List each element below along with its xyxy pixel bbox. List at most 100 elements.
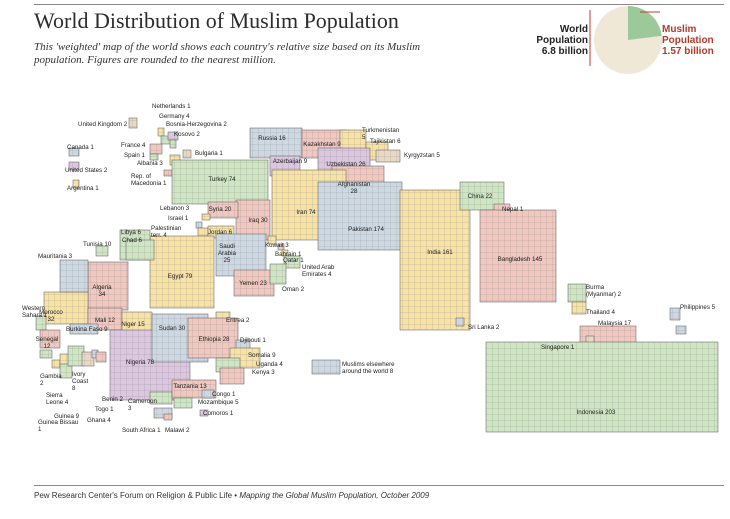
label-united-states-2: United States 2 (65, 167, 108, 174)
label-tunisia-10: Tunisia 10 (83, 241, 112, 248)
region-united-states-2 (68, 161, 80, 171)
pie-muslim-slice (628, 6, 662, 40)
region-grid-gambia-2 (40, 350, 52, 358)
region-grid-nepal-1 (494, 204, 510, 214)
region-netherlands-1 (157, 127, 165, 137)
top-rule (34, 4, 724, 5)
region-grid-bulgaria-1 (183, 150, 191, 158)
label-somalia-9: Somalia 9 (248, 352, 276, 359)
label-comoros-1: Comoros 1 (203, 410, 234, 417)
subtitle: This 'weighted' map of the world shows e… (34, 41, 421, 66)
bottom-rule (34, 485, 724, 486)
region-grid-guinea-9 (60, 354, 70, 366)
region-congo-1 (201, 389, 215, 399)
region-burma-myanmar-2 (567, 283, 587, 303)
label-ethiopia-28: Ethiopia 28 (199, 336, 231, 343)
region-grid-turkey-74 (172, 160, 268, 204)
region-guinea-bissau-1 (51, 359, 61, 369)
label-tanzania-13: Tanzania 13 (173, 383, 207, 390)
region-grid-rep-of-macedonia-1 (164, 170, 172, 176)
label-muslims-elsewhere-around-the-world-8: Muslims elsewhere around the world 8 (342, 361, 395, 375)
label-china-22: China 22 (468, 193, 493, 200)
label-iran-74: Iran 74 (296, 209, 316, 216)
region-gambia-2 (39, 349, 53, 359)
region-cameroon-3 (149, 391, 173, 405)
label-turkmenistan-5: Turkmenistan 5 (362, 127, 400, 141)
label-algeria-34: Algeria 34 (92, 284, 112, 298)
region-bangladesh-145 (479, 209, 557, 303)
region-grid-egypt-79 (150, 236, 214, 308)
region-grid-qatar-1 (282, 250, 288, 256)
region-israel-1 (195, 221, 203, 229)
region-tunisia-10 (95, 245, 109, 257)
region-grid-benin-2 (96, 352, 106, 362)
label-saudi-arabia-25: Saudi Arabia 25 (218, 243, 236, 264)
label-uganda-4: Uganda 4 (256, 361, 283, 368)
label-western-sahara-1: Western Sahara 1 (22, 305, 48, 319)
label-uzbekistan-26: Uzbekistan 26 (326, 161, 366, 168)
label-yemen-23: Yemen 23 (239, 280, 267, 287)
region-grid-congo-1 (202, 390, 214, 398)
label-albania-3: Albania 3 (137, 160, 163, 167)
region-grid-bangladesh-145 (480, 210, 556, 302)
region-spain-1 (149, 153, 159, 161)
region-mozambique-5 (173, 397, 193, 409)
region-grid-kosovo-2 (170, 140, 176, 148)
region-kosovo-2 (169, 139, 177, 149)
label-russia-16: Russia 16 (258, 135, 286, 142)
region-benin-2 (95, 351, 107, 363)
region-grid-ghana-4 (82, 352, 94, 366)
region-chad-6 (125, 239, 155, 261)
label-pakistan-174: Pakistan 174 (348, 226, 384, 233)
region-south-africa-1 (153, 407, 173, 419)
region-grid-morocco-32 (44, 292, 88, 324)
region-philippines-5 (669, 307, 687, 335)
label-guinea-bissau-1: Guinea Bissau 1 (38, 419, 79, 433)
region-grid-algeria-34 (88, 262, 128, 310)
region-grid-yemen-23 (234, 270, 274, 296)
region-turkmenistan-5 (339, 129, 367, 151)
label-mozambique-5: Mozambique 5 (198, 399, 239, 406)
population-pie (589, 6, 662, 74)
label-qatar-1: Qatar 1 (283, 257, 304, 264)
region-kyrgyzstan-5 (375, 149, 401, 163)
region-grid-ethiopia-28 (188, 318, 238, 358)
label-mauritania-3: Mauritania 3 (38, 253, 73, 260)
label-chad-6: Chad 6 (122, 237, 143, 244)
label-sierra-leone-4: Sierra Leone 4 (46, 392, 69, 406)
label-kazakhstan-9: Kazakhstan 9 (303, 141, 341, 148)
label-bahrain-1: Bahrain 1 (275, 251, 302, 258)
label-sri-lanka-2: Sri Lanka 2 (468, 324, 500, 331)
region-kenya-3 (219, 367, 245, 385)
region-grid-kyrgyzstan-5 (376, 150, 400, 162)
label-sudan-30: Sudan 30 (159, 325, 186, 332)
label-burkina-faso-9: Burkina Faso 9 (66, 326, 108, 333)
region-sri-lanka-2 (455, 317, 465, 327)
label-libya-6: Libya 6 (121, 229, 142, 236)
region-grid-tunisia-10 (96, 246, 108, 256)
label-turkey-74: Turkey 74 (208, 176, 236, 183)
label-tajikistan-6: Tajikistan 6 (370, 138, 401, 145)
label-guinea-9: Guinea 9 (54, 413, 80, 420)
label-benin-2: Benin 2 (102, 396, 124, 403)
region-grid-germany-4 (161, 136, 171, 144)
region-turkey-74 (171, 159, 269, 205)
region-grid-singapore-1 (586, 336, 594, 344)
label-oman-2: Oman 2 (282, 286, 305, 293)
label-kuwait-3: Kuwait 3 (265, 242, 289, 249)
region-grid-united-arab-emirates-4 (284, 256, 300, 268)
region-grid-canada-1 (69, 148, 79, 156)
region-grid-burma-myanmar-2 (568, 284, 586, 302)
region-grid-united-states-2 (69, 162, 79, 170)
region-grid-senegal-12 (40, 330, 60, 348)
label-rep-of-macedonia-1: Rep. of Macedonia 1 (131, 173, 167, 187)
label-argentina-1: Argentina 1 (67, 185, 99, 192)
region-oman-2 (269, 263, 287, 285)
label-thailand-4: Thailand 4 (586, 309, 615, 316)
region-grid-western-sahara-1 (36, 316, 46, 330)
label-nigeria-78: Nigeria 78 (126, 359, 155, 366)
region-grid-mauritania-3 (60, 260, 88, 292)
label-spain-1: Spain 1 (124, 152, 146, 159)
region-united-kingdom-2 (128, 117, 138, 129)
region-grid-argentina-1 (73, 180, 79, 188)
